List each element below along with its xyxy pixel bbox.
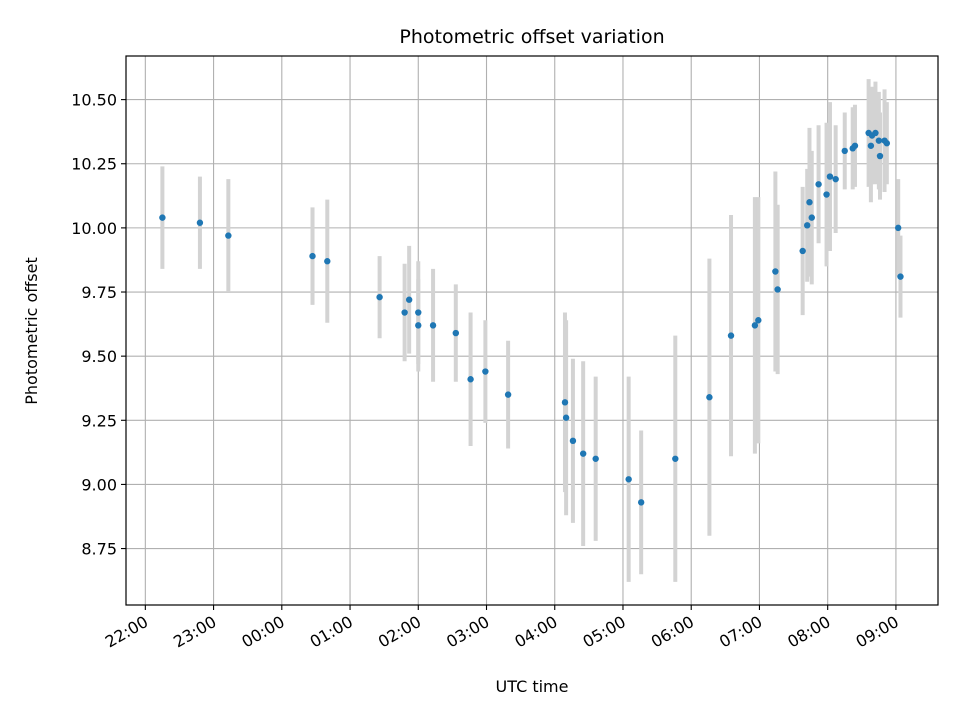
plot-frame [125,55,939,606]
y-tick-label: 10.25 [71,155,117,174]
data-point [376,293,383,301]
data-point [706,394,713,401]
data-point [467,376,474,383]
data-point [841,147,848,155]
x-tick-label: 22:00 [102,612,151,652]
data-point-layer [159,129,904,506]
x-axis-label: UTC time [496,677,569,696]
data-point [876,152,884,160]
data-point [225,232,232,239]
data-point [897,273,904,280]
data-point [637,499,645,506]
data-point [806,199,813,206]
data-point [196,219,204,226]
x-axis-ticks: 22:00 23:00 00:00 01:00 02:00 03:00 04:00 05:00… [102,605,902,652]
data-point [727,332,735,339]
y-tick-label: 8.75 [81,540,117,559]
data-point [826,173,834,180]
data-point [309,252,316,260]
data-point [751,322,759,329]
y-tick-label: 10.50 [71,91,117,110]
data-point [894,224,902,232]
data-point [625,476,632,483]
data-point [452,329,460,337]
data-point [804,222,811,229]
data-point [579,450,587,457]
x-tick-label: 23:00 [170,612,219,652]
y-tick-label: 9.00 [81,475,117,494]
y-tick-label: 10.00 [71,219,117,238]
data-point [851,142,859,149]
y-axis-ticks: 8.75 9.00 9.25 9.50 9.75 10.00 10.25 10.50 [71,91,126,559]
data-point [324,258,331,265]
chart-title: Photometric offset variation [399,26,664,48]
data-point [867,142,875,149]
data-point [569,437,577,445]
y-tick-label: 9.75 [81,283,117,302]
x-tick-label: 01:00 [307,612,356,652]
data-point [561,399,569,406]
data-point [883,140,891,147]
x-tick-label: 08:00 [784,612,833,652]
x-tick-label: 07:00 [716,612,765,652]
data-point [415,322,422,329]
x-tick-label: 00:00 [238,612,287,652]
x-tick-label: 02:00 [375,612,424,652]
data-point [815,181,822,188]
y-tick-label: 9.50 [81,347,117,366]
data-point [672,455,679,462]
data-point [808,214,815,221]
data-point [401,309,408,316]
data-point [872,129,879,137]
y-tick-label: 9.25 [81,411,117,430]
data-point [562,414,570,421]
data-point [823,191,830,198]
data-point [592,455,599,462]
data-point [832,175,839,183]
data-point [482,368,489,375]
data-point [755,317,762,324]
x-tick-label: 04:00 [511,612,560,652]
x-tick-label: 06:00 [648,612,697,652]
grid-layer [126,56,938,605]
data-point [405,296,413,303]
data-point [799,247,806,255]
data-point [772,268,779,275]
x-tick-label: 09:00 [852,612,901,652]
data-point [504,391,512,398]
x-tick-label: 03:00 [443,612,492,652]
error-bar-layer [160,79,903,582]
data-point [415,309,422,316]
data-point [774,286,781,293]
data-point [159,214,166,221]
x-tick-label: 05:00 [580,612,629,652]
y-axis-label: Photometric offset [22,257,41,405]
data-point [429,322,437,329]
data-point [875,137,883,144]
